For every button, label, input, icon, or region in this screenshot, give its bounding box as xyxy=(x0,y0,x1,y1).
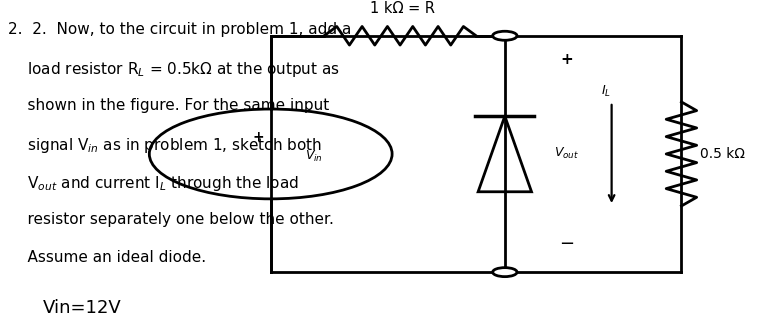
Text: load resistor R$_L$ = 0.5k$\Omega$ at the output as: load resistor R$_L$ = 0.5k$\Omega$ at th… xyxy=(8,60,341,79)
Text: 1 kΩ = R: 1 kΩ = R xyxy=(370,1,434,16)
Text: 0.5 kΩ: 0.5 kΩ xyxy=(700,147,745,161)
Text: Assume an ideal diode.: Assume an ideal diode. xyxy=(8,249,207,265)
Text: Vin=12V: Vin=12V xyxy=(43,299,121,317)
Text: −: − xyxy=(559,235,574,253)
Text: +: + xyxy=(253,130,264,144)
Text: 2.  2.  Now, to the circuit in problem 1, add a: 2. 2. Now, to the circuit in problem 1, … xyxy=(8,22,352,37)
Text: $V_{in}$: $V_{in}$ xyxy=(305,149,322,164)
Text: +: + xyxy=(560,52,573,67)
Text: shown in the figure. For the same input: shown in the figure. For the same input xyxy=(8,98,329,113)
Text: resistor separately one below the other.: resistor separately one below the other. xyxy=(8,212,335,227)
Text: signal V$_{in}$ as in problem 1, sketch both: signal V$_{in}$ as in problem 1, sketch … xyxy=(8,136,322,155)
Circle shape xyxy=(493,31,517,40)
Circle shape xyxy=(493,268,517,277)
Text: $I_L$: $I_L$ xyxy=(600,84,610,99)
Text: V$_{out}$ and current I$_L$ through the load: V$_{out}$ and current I$_L$ through the … xyxy=(8,174,299,193)
Text: $V_{out}$: $V_{out}$ xyxy=(554,146,579,161)
